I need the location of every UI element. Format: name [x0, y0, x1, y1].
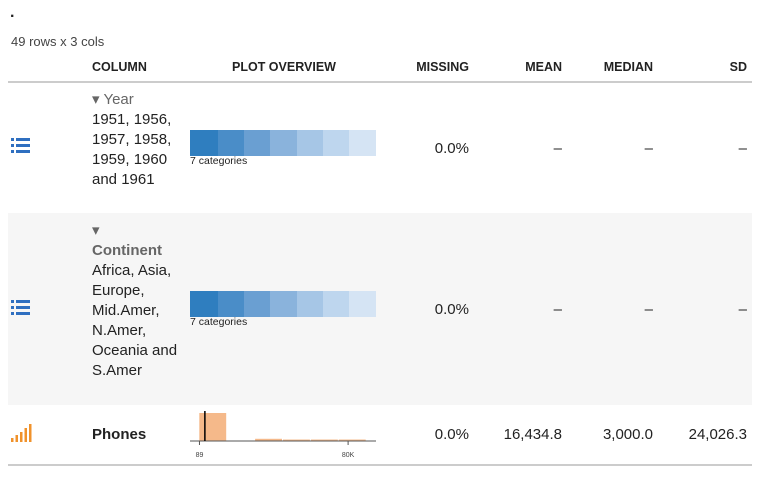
column-cell: ▾ Year 1951, 1956, 1957, 1958, 1959, 196…	[92, 90, 187, 190]
category-block	[323, 291, 349, 317]
category-block	[349, 291, 376, 317]
histogram-bar	[310, 439, 338, 441]
histogram: 89 80K	[190, 411, 376, 459]
col-header: PLOT OVERVIEW	[232, 60, 336, 74]
category-block	[218, 130, 244, 156]
category-block	[297, 291, 323, 317]
plot-label: 7 categories	[190, 316, 248, 328]
category-block	[244, 130, 270, 156]
median: –	[644, 301, 653, 318]
column-name: Year	[103, 91, 134, 108]
category-bar	[190, 130, 376, 156]
col-header: MEAN	[525, 60, 562, 74]
dot: .	[10, 4, 15, 21]
missing: 0.0%	[434, 426, 469, 443]
x-tick-label: 89	[196, 452, 204, 459]
col-header: MEDIAN	[603, 60, 653, 74]
mean: –	[553, 301, 562, 318]
x-tick-label: 80K	[342, 452, 355, 459]
category-block	[323, 130, 349, 156]
divider	[8, 464, 752, 466]
column-name: Continent	[92, 242, 162, 259]
mean: 16,434.8	[503, 426, 562, 443]
category-bar	[190, 291, 376, 317]
summary: 49 rows x 3 cols	[11, 34, 105, 49]
category-block	[349, 130, 376, 156]
column-values: 1951, 1956, 1957, 1958, 1959, 1960 and 1…	[92, 111, 172, 188]
category-block	[190, 291, 218, 317]
median: 3,000.0	[602, 426, 653, 443]
histogram-bar	[255, 438, 282, 441]
median: –	[644, 140, 653, 157]
missing: 0.0%	[434, 140, 469, 157]
mean: –	[553, 140, 562, 157]
category-block	[218, 291, 244, 317]
toggle[interactable]: ▾ Year	[92, 91, 134, 108]
row-background	[8, 213, 752, 405]
col-header: MISSING	[416, 60, 469, 74]
column-values: Africa, Asia, Europe, Mid.Amer, N.Amer, …	[92, 262, 178, 379]
histogram-bar	[338, 439, 366, 441]
sd: –	[738, 301, 747, 318]
category-block	[270, 130, 297, 156]
category-block	[270, 291, 297, 317]
missing: 0.0%	[434, 301, 469, 318]
sd: –	[738, 140, 747, 157]
col-header: SD	[729, 60, 747, 74]
plot-label: 7 categories	[190, 155, 248, 167]
sd: 24,026.3	[688, 426, 747, 443]
col-header: COLUMN	[92, 60, 147, 74]
list-icon	[11, 138, 30, 153]
numeric-icon	[11, 424, 32, 442]
divider	[8, 81, 752, 83]
histogram-bar	[283, 439, 310, 441]
column-name: Phones	[92, 426, 147, 443]
toggle[interactable]: ▾ Continent	[92, 222, 162, 259]
category-block	[244, 291, 270, 317]
category-block	[190, 130, 218, 156]
histogram-bar	[199, 413, 227, 441]
column-cell: ▾ Continent Africa, Asia, Europe, Mid.Ame…	[92, 221, 187, 381]
category-block	[297, 130, 323, 156]
list-icon	[11, 300, 30, 315]
